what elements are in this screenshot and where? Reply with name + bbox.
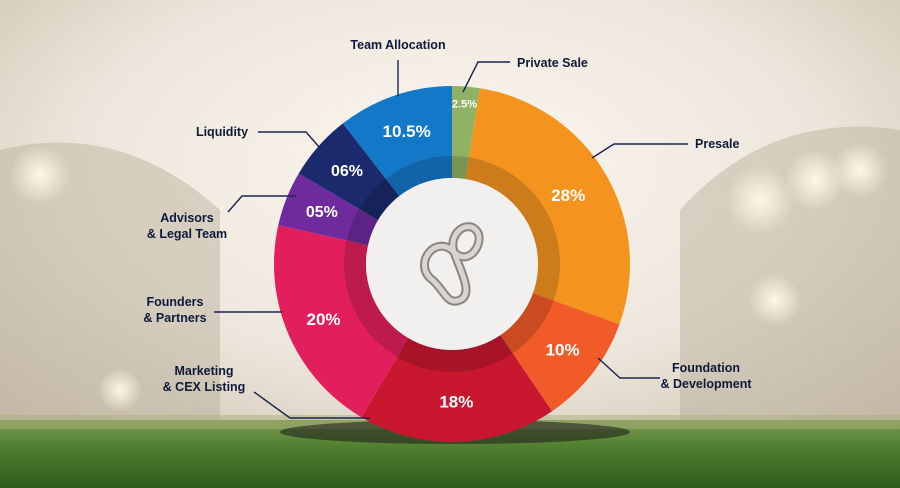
value-labels: 2.5% 28% 10% 18% 20% 05% 06% 10.5% <box>306 98 585 411</box>
callout-leader-line <box>597 357 660 379</box>
donut-center <box>366 178 538 350</box>
callout-label-line: & Partners <box>143 311 206 325</box>
donut-slices <box>274 86 630 442</box>
callout-leader-line <box>253 391 370 419</box>
callout-label-line: & Legal Team <box>147 227 227 241</box>
slice-callout-label: Team Allocation <box>350 38 445 52</box>
donut-slice-3 <box>500 293 620 412</box>
callout-leader-line <box>462 61 510 93</box>
slice-value-label: 10% <box>546 340 580 359</box>
callout-leader-line <box>258 131 321 149</box>
callout-label-line: Team Allocation <box>350 38 445 52</box>
callout-label-line: & CEX Listing <box>163 380 246 394</box>
slice-callout-label: Presale <box>695 137 740 151</box>
callout-label-line: Private Sale <box>517 56 588 70</box>
slice-callout-label: Founders & Partners <box>143 295 206 325</box>
slice-value-label: 18% <box>439 392 473 411</box>
slice-callout-label: Foundation & Development <box>661 361 753 391</box>
donut-slice-6 <box>278 173 378 246</box>
donut-slice-1 <box>452 86 480 180</box>
slice-value-label: 05% <box>306 204 338 221</box>
slice-value-label: 06% <box>331 163 363 180</box>
callout-leader-line <box>227 195 296 213</box>
infinity-logo-icon <box>420 222 484 306</box>
slice-value-label: 2.5% <box>452 98 477 110</box>
slice-value-label: 28% <box>551 186 585 205</box>
donut-slice-2 <box>465 88 630 325</box>
callout-label-line: Marketing <box>174 364 233 378</box>
slice-value-label: 10.5% <box>383 122 431 141</box>
callout-leader-lines <box>214 60 688 419</box>
callout-label-line: Advisors <box>160 211 214 225</box>
slice-callout-label: Marketing & CEX Listing <box>163 364 246 394</box>
donut-slice-8 <box>342 86 452 197</box>
callout-label-line: Founders <box>147 295 204 309</box>
callout-labels: Private Sale Presale Foundation & Developme… <box>143 38 752 394</box>
callout-leader-line <box>591 143 688 159</box>
callout-label-line: Liquidity <box>196 125 248 139</box>
donut-slice-4 <box>361 335 553 442</box>
slice-value-label: 20% <box>306 310 340 329</box>
slice-callout-label: Liquidity <box>196 125 248 139</box>
donut-slice-7 <box>298 123 400 221</box>
callout-label-line: & Development <box>661 377 753 391</box>
donut-slice-5 <box>274 225 409 418</box>
callout-label-line: Presale <box>695 137 740 151</box>
slice-callout-label: Advisors & Legal Team <box>147 211 227 241</box>
slice-callout-label: Private Sale <box>517 56 588 70</box>
callout-label-line: Foundation <box>672 361 740 375</box>
